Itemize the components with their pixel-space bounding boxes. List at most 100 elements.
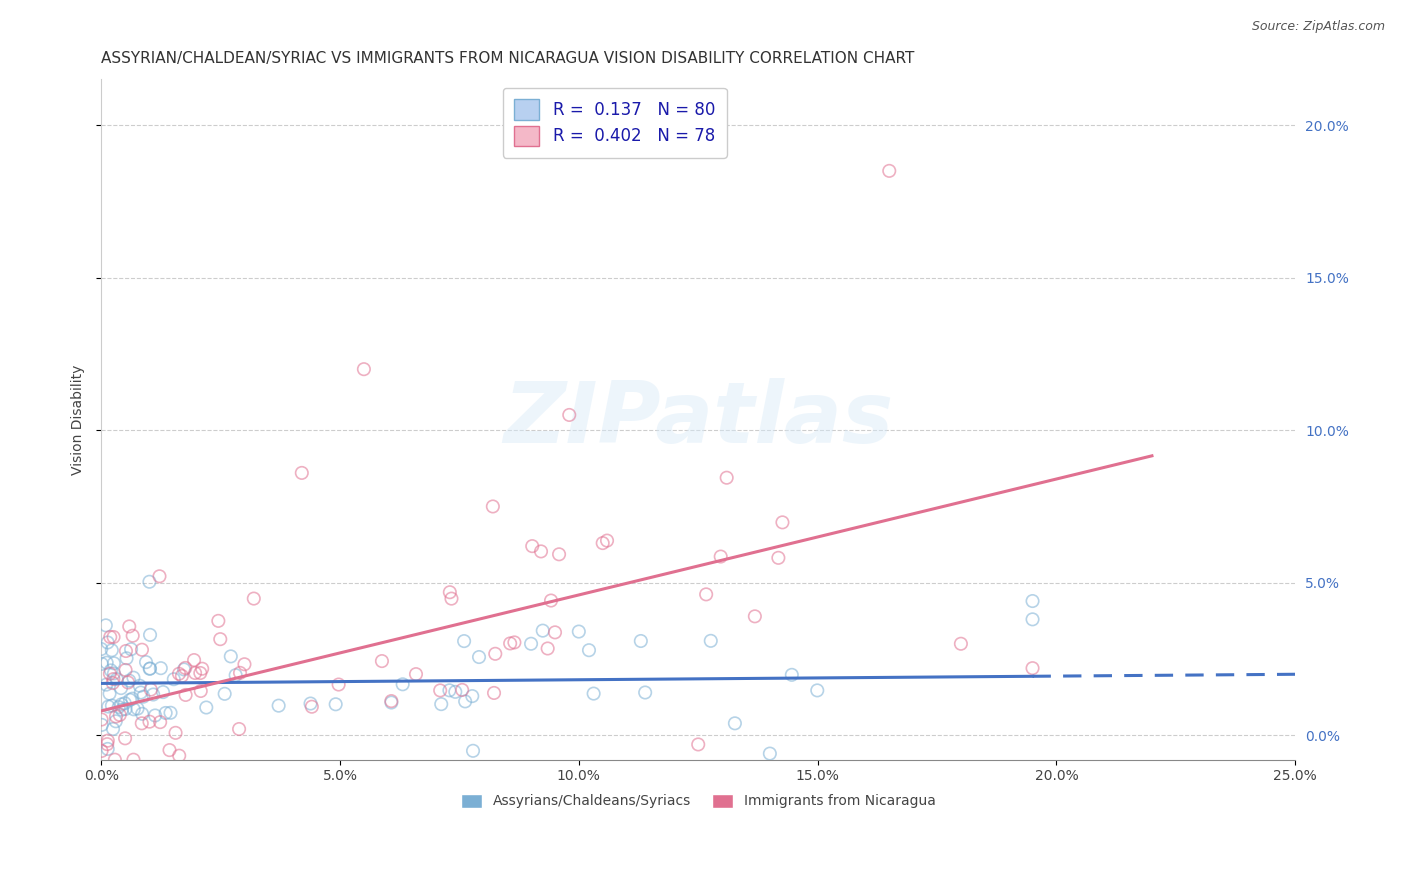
Point <box>107 700 129 714</box>
Text: ZIPatlas: ZIPatlas <box>503 378 893 461</box>
Point <box>174 661 197 675</box>
Point <box>121 691 143 706</box>
Point <box>191 662 214 676</box>
Point <box>101 698 124 713</box>
Point <box>149 661 172 675</box>
Point <box>328 677 350 691</box>
Point <box>104 709 127 723</box>
Point <box>544 625 567 640</box>
Point <box>522 539 544 553</box>
Point <box>503 635 526 649</box>
Point <box>121 629 143 643</box>
Point <box>138 714 160 729</box>
Point <box>380 694 402 708</box>
Point <box>877 164 900 178</box>
Y-axis label: Vision Disability: Vision Disability <box>72 364 86 475</box>
Point <box>98 630 121 644</box>
Point <box>451 682 474 697</box>
Point <box>353 362 375 376</box>
Point <box>299 697 322 711</box>
Point <box>578 643 600 657</box>
Point <box>167 748 190 763</box>
Point <box>1021 661 1043 675</box>
Text: ASSYRIAN/CHALDEAN/SYRIAC VS IMMIGRANTS FROM NICARAGUA VISION DISABILITY CORRELAT: ASSYRIAN/CHALDEAN/SYRIAC VS IMMIGRANTS F… <box>101 51 914 66</box>
Point <box>558 408 581 422</box>
Point <box>453 634 475 648</box>
Point <box>159 706 181 720</box>
Point <box>219 649 242 664</box>
Point <box>142 688 165 702</box>
Point <box>520 637 543 651</box>
Point <box>159 743 181 757</box>
Point <box>120 642 142 657</box>
Point <box>592 536 614 550</box>
Point <box>110 698 132 712</box>
Point <box>225 668 247 682</box>
Point <box>101 643 124 657</box>
Point <box>195 700 218 714</box>
Point <box>103 672 125 686</box>
Point <box>716 471 738 485</box>
Point <box>461 744 484 758</box>
Point <box>108 708 131 723</box>
Point <box>131 706 153 721</box>
Point <box>772 516 794 530</box>
Point <box>228 722 250 736</box>
Point <box>301 699 323 714</box>
Point <box>129 685 152 699</box>
Point <box>131 716 153 731</box>
Point <box>90 642 112 657</box>
Point <box>537 641 560 656</box>
Point <box>759 747 782 761</box>
Point <box>103 630 125 644</box>
Point <box>1021 612 1043 626</box>
Point <box>100 664 122 678</box>
Point <box>267 698 290 713</box>
Point <box>149 715 172 730</box>
Point <box>454 694 477 708</box>
Point <box>152 685 174 699</box>
Point <box>243 591 266 606</box>
Point <box>291 466 314 480</box>
Point <box>468 650 491 665</box>
Point <box>96 737 118 751</box>
Point <box>531 624 554 638</box>
Point <box>482 686 505 700</box>
Point <box>183 653 205 667</box>
Point <box>768 550 790 565</box>
Point <box>806 683 828 698</box>
Point <box>167 666 190 681</box>
Point <box>540 593 562 607</box>
Point <box>90 744 112 758</box>
Point <box>173 662 195 676</box>
Point <box>128 679 150 693</box>
Point <box>380 696 402 710</box>
Point <box>98 687 121 701</box>
Point <box>114 663 136 677</box>
Point <box>131 642 153 657</box>
Point <box>139 628 162 642</box>
Point <box>118 619 141 633</box>
Point <box>405 667 427 681</box>
Point <box>98 666 121 681</box>
Point <box>114 702 136 716</box>
Point <box>139 682 162 697</box>
Point <box>444 685 467 699</box>
Point <box>688 738 710 752</box>
Point <box>949 637 972 651</box>
Point <box>188 665 211 680</box>
Point <box>132 690 155 704</box>
Point <box>114 731 136 746</box>
Point <box>90 718 112 732</box>
Point <box>724 716 747 731</box>
Point <box>114 696 136 710</box>
Point <box>170 669 193 683</box>
Point <box>700 633 723 648</box>
Point <box>499 636 522 650</box>
Point <box>97 635 120 649</box>
Point <box>163 672 186 686</box>
Point <box>780 668 803 682</box>
Point <box>111 703 134 717</box>
Point <box>371 654 394 668</box>
Point <box>229 665 252 680</box>
